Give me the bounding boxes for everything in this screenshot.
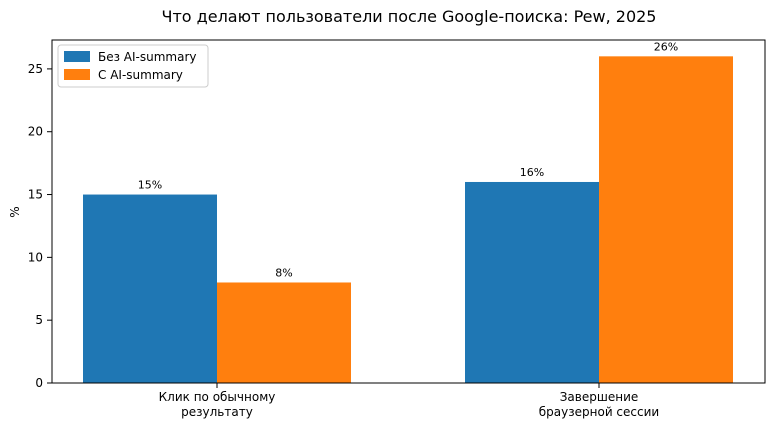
chart-title: Что делают пользователи после Google-пои…	[162, 7, 657, 26]
legend-swatch-0	[64, 51, 90, 62]
x-tick-label-1-0: Завершение	[560, 390, 639, 404]
legend-label-1: С AI-summary	[98, 68, 183, 82]
x-tick-label-0-1: результату	[181, 405, 253, 419]
legend-box	[57, 44, 209, 88]
y-tick-label-0: 0	[35, 376, 43, 390]
y-tick-label-2: 10	[28, 250, 43, 264]
bar-s1-c0	[217, 282, 351, 383]
x-tick-label-0-0: Клик по обычному	[159, 390, 276, 404]
data-label-s1-c0: 8%	[275, 266, 292, 279]
plot-area-frame	[51, 39, 766, 384]
legend-swatch-1	[64, 69, 90, 80]
legend: Без AI-summary С AI-summary	[57, 44, 209, 88]
data-label-s0-c0: 15%	[138, 179, 162, 192]
data-label-s0-c1: 16%	[520, 166, 544, 179]
bar-s0-c0	[83, 194, 217, 383]
y-tick-label-1: 5	[35, 313, 43, 327]
x-tick-label-1-1: браузерной сессии	[539, 405, 659, 419]
legend-label-0: Без AI-summary	[98, 50, 197, 64]
y-tick-label-4: 20	[28, 125, 43, 139]
y-axis-label: %	[8, 206, 22, 217]
y-tick-label-5: 25	[28, 62, 43, 76]
bar-s1-c1	[599, 56, 733, 383]
y-tick-label-3: 15	[28, 188, 43, 202]
bar-s0-c1	[465, 181, 599, 383]
data-label-s1-c1: 26%	[654, 40, 678, 53]
